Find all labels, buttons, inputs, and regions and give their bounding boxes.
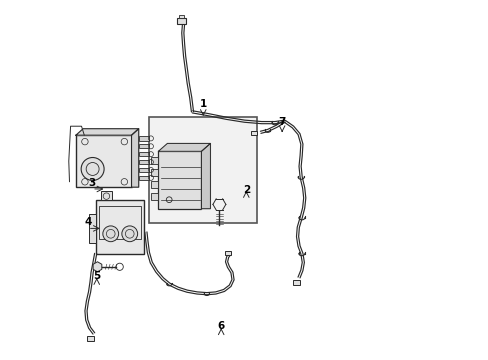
Bar [86, 336, 94, 341]
Bar [96, 201, 144, 253]
Circle shape [81, 157, 104, 180]
Bar [139, 136, 148, 140]
Bar [224, 251, 230, 255]
Bar [179, 15, 183, 18]
Text: 4: 4 [84, 217, 91, 227]
Text: 1: 1 [199, 99, 206, 109]
Text: 6: 6 [217, 321, 224, 331]
Bar [150, 157, 158, 164]
Bar [101, 192, 112, 201]
Text: 2: 2 [242, 185, 249, 195]
Circle shape [102, 226, 119, 242]
Text: 7: 7 [278, 117, 285, 127]
Bar [150, 193, 158, 200]
Bar [139, 152, 148, 156]
Bar [177, 18, 185, 24]
Text: 5: 5 [93, 271, 100, 281]
Polygon shape [131, 129, 139, 187]
Bar [150, 169, 158, 176]
Bar [158, 151, 201, 209]
Polygon shape [93, 262, 102, 272]
Polygon shape [76, 129, 139, 135]
Bar [250, 131, 257, 135]
Bar [139, 160, 148, 164]
Bar [139, 144, 148, 148]
Polygon shape [201, 143, 210, 209]
Bar [139, 168, 148, 172]
Bar [139, 176, 148, 180]
Circle shape [122, 226, 137, 242]
Bar [149, 117, 257, 223]
Bar [293, 280, 300, 285]
Bar [76, 135, 131, 187]
Bar [150, 181, 158, 188]
Bar [88, 214, 96, 243]
Text: 3: 3 [88, 177, 96, 188]
Polygon shape [158, 143, 210, 151]
Bar [99, 206, 141, 239]
